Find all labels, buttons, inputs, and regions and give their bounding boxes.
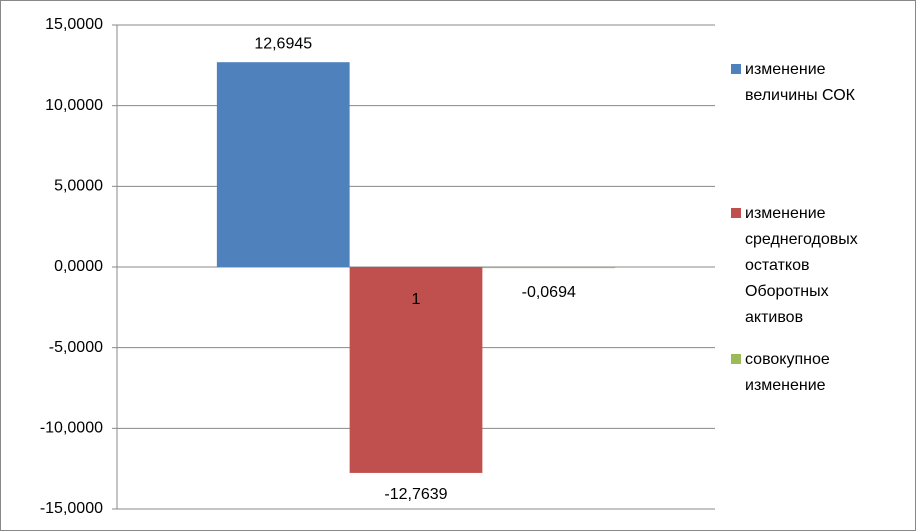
y-tick-label: 0,0000: [54, 258, 103, 275]
y-tick-label: 10,0000: [45, 97, 103, 114]
y-tick-label: -15,0000: [40, 500, 103, 517]
legend-label: изменение величины СОК: [745, 61, 855, 104]
data-label: -0,0694: [522, 284, 576, 301]
legend-label: изменение среднегодовых остатков Оборотн…: [745, 205, 858, 326]
data-label: -12,7639: [384, 486, 447, 503]
legend-swatch: [731, 208, 741, 218]
bar: [482, 267, 616, 269]
y-tick-label: -5,0000: [49, 339, 103, 356]
y-tick-label: -10,0000: [40, 420, 103, 437]
bar: [349, 267, 483, 473]
y-tick-label: 15,0000: [45, 16, 103, 33]
data-label: 12,6945: [254, 35, 312, 52]
x-tick-label: 1: [412, 291, 421, 308]
legend-swatch: [731, 64, 741, 74]
y-tick-label: 5,0000: [54, 178, 103, 195]
legend-swatch: [731, 354, 741, 364]
bar: [216, 62, 350, 267]
legend-label: совокупное изменение: [745, 351, 830, 394]
